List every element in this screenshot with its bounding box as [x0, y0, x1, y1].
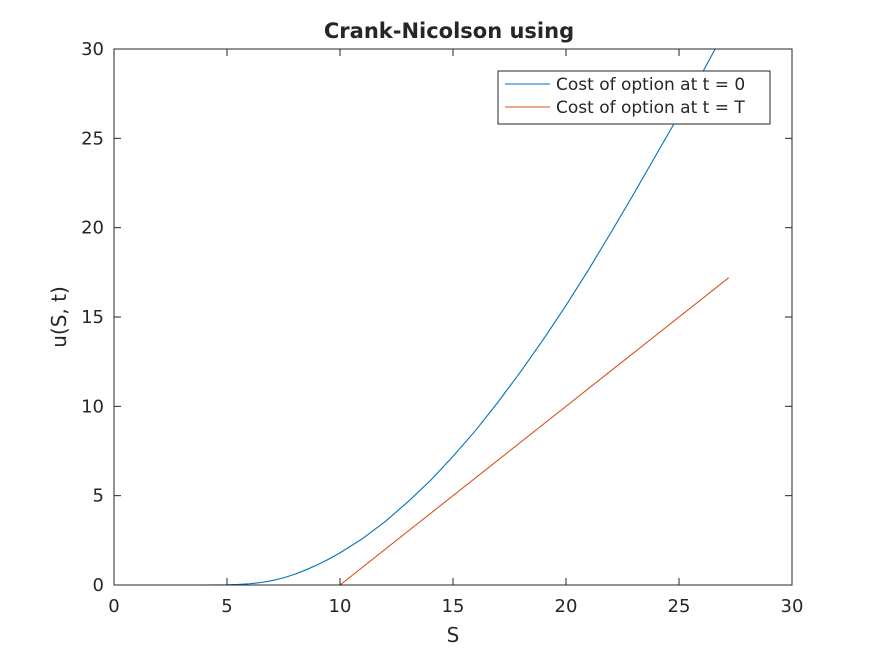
- x-tick-label: 20: [555, 596, 578, 617]
- legend: Cost of option at t = 0 Cost of option at…: [497, 70, 771, 125]
- plot-area: [114, 49, 792, 585]
- y-tick-label: 10: [81, 396, 104, 417]
- y-axis: 0 5 10 15 20 25 30: [81, 39, 792, 596]
- x-tick-label: 5: [221, 596, 232, 617]
- y-tick-label: 5: [93, 486, 104, 507]
- series-line-tT: [114, 277, 730, 585]
- y-tick-label: 15: [81, 307, 104, 328]
- y-tick-label: 20: [81, 218, 104, 239]
- y-tick-label: 30: [81, 39, 104, 60]
- x-tick-label: 30: [781, 596, 804, 617]
- x-tick-label: 10: [329, 596, 352, 617]
- legend-entries: Cost of option at t = 0 Cost of option at…: [505, 75, 745, 118]
- legend-label: Cost of option at t = 0: [556, 75, 745, 95]
- chart-title: Crank-Nicolson using: [324, 19, 574, 43]
- legend-label: Cost of option at t = T: [556, 98, 745, 118]
- x-tick-label: 15: [442, 596, 465, 617]
- y-axis-label: u(S, t): [47, 286, 71, 348]
- series-layer: [114, 49, 730, 585]
- series-line-t0: [114, 49, 716, 585]
- x-axis-label: S: [447, 623, 460, 647]
- legend-box: [497, 70, 771, 125]
- y-tick-label: 25: [81, 128, 104, 149]
- y-tick-label: 0: [93, 575, 104, 596]
- x-tick-label: 25: [668, 596, 691, 617]
- x-axis: 0 5 10 15 20 25 30: [108, 49, 803, 617]
- x-tick-label: 0: [108, 596, 119, 617]
